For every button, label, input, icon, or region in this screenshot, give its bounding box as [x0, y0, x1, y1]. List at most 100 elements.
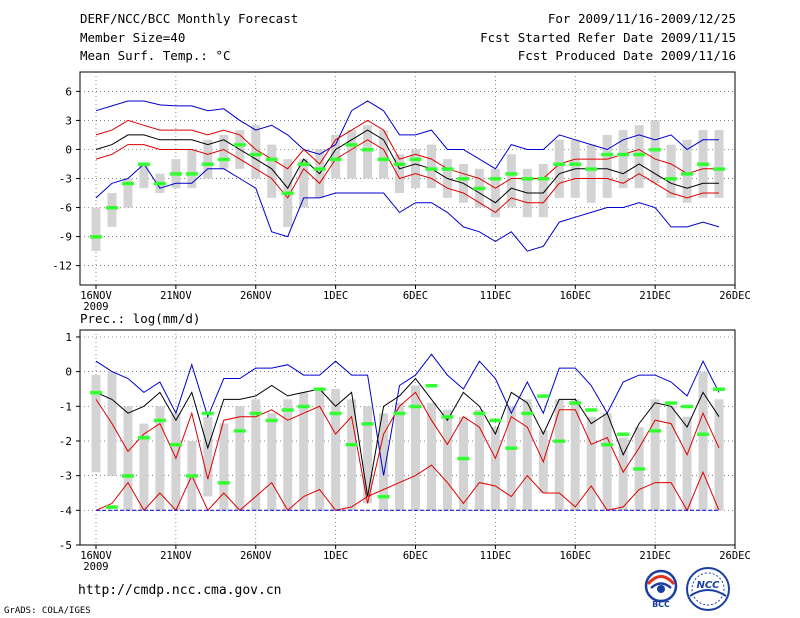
- box-8: [219, 423, 229, 511]
- median-mark-26: [505, 172, 518, 176]
- x-tick-label: 26NOV: [240, 550, 272, 562]
- median-mark-34: [633, 467, 646, 471]
- x-tick-label: 16DEC: [559, 550, 591, 562]
- box-26: [506, 154, 516, 208]
- y-tick-label: -3: [59, 470, 72, 483]
- box-24: [474, 409, 484, 511]
- source-url[interactable]: http://cmdp.ncc.cma.gov.cn: [78, 583, 282, 598]
- median-mark-14: [313, 387, 326, 391]
- box-29: [554, 399, 564, 511]
- forecast-started-date: Fcst Started Refer Date 2009/11/15: [480, 30, 736, 45]
- box-21: [426, 144, 436, 189]
- y-tick-label: -4: [59, 504, 73, 517]
- median-mark-29: [553, 162, 566, 166]
- box-39: [714, 130, 724, 198]
- median-mark-3: [137, 162, 150, 166]
- median-mark-4: [153, 181, 166, 186]
- median-mark-1: [105, 505, 118, 509]
- box-15: [331, 388, 341, 511]
- series-p75-line: [95, 391, 720, 504]
- box-2: [123, 178, 133, 208]
- median-mark-24: [473, 411, 486, 416]
- median-mark-37: [681, 172, 694, 176]
- median-mark-13: [297, 162, 310, 166]
- median-mark-5: [169, 172, 182, 176]
- box-36: [666, 406, 676, 511]
- box-4: [155, 406, 165, 511]
- box-13: [299, 392, 309, 511]
- median-mark-5: [169, 442, 182, 447]
- ncc-logo: NCC: [686, 567, 730, 611]
- x-tick-label: 26NOV: [240, 290, 272, 302]
- box-21: [426, 402, 436, 511]
- median-mark-12: [281, 408, 294, 412]
- median-mark-11: [265, 157, 278, 162]
- median-mark-18: [377, 494, 390, 499]
- x-tick-label: 21NOV: [160, 550, 192, 562]
- box-13: [299, 159, 309, 208]
- temperature-panel: 6 3 0 -3 -6 -9 -12 16NOV 21NOV 26NOV 1DEC 6DEC 11DEC…: [52, 71, 751, 313]
- x-tick-label: 6DEC: [403, 550, 428, 562]
- series-min-line: [95, 163, 720, 252]
- forecast-produced-date: Fcst Produced Date 2009/11/16: [517, 48, 736, 63]
- box-15: [331, 134, 341, 179]
- median-mark-38: [697, 162, 710, 166]
- box-16: [347, 399, 357, 511]
- box-27: [522, 399, 532, 511]
- chart-title: DERF/NCC/BCC Monthly Forecast: [80, 11, 299, 26]
- box-8: [219, 134, 229, 169]
- median-mark-32: [601, 152, 614, 157]
- median-mark-2: [121, 181, 134, 186]
- y-tick-label: -3: [59, 173, 72, 186]
- box-39: [714, 399, 724, 511]
- median-mark-19: [393, 411, 406, 416]
- x-tick-label: 6DEC: [403, 290, 428, 302]
- y-tick-label: 6: [65, 85, 72, 98]
- median-mark-20: [409, 157, 422, 162]
- box-31: [586, 144, 596, 203]
- box-19: [395, 402, 405, 511]
- series-max-line: [95, 100, 719, 170]
- box-3: [139, 163, 149, 189]
- box-30: [570, 399, 580, 511]
- median-mark-9: [233, 143, 246, 147]
- median-mark-31: [585, 167, 598, 171]
- median-mark-28: [537, 394, 550, 398]
- x-tick-label: 21NOV: [160, 290, 192, 302]
- median-mark-15: [329, 411, 342, 416]
- y-tick-label: -12: [52, 260, 72, 273]
- box-14: [315, 388, 325, 511]
- box-25: [490, 168, 500, 218]
- plot-frame: [79, 329, 736, 546]
- median-mark-0: [90, 390, 102, 395]
- median-mark-22: [441, 167, 454, 171]
- median-mark-4: [153, 418, 166, 423]
- median-mark-8: [217, 157, 230, 162]
- y-tick-label: 0: [65, 366, 72, 379]
- box-19: [395, 154, 405, 194]
- median-mark-30: [569, 162, 582, 166]
- median-mark-39: [713, 167, 726, 171]
- box-7: [203, 139, 213, 179]
- median-mark-17: [361, 147, 374, 152]
- series-mean-line: [95, 129, 719, 204]
- box-10: [251, 399, 261, 511]
- forecast-period: For 2009/11/16-2009/12/25: [547, 11, 736, 26]
- box-0: [91, 375, 101, 473]
- box-31: [586, 416, 596, 511]
- x-tick-label: 11DEC: [480, 290, 512, 302]
- box-26: [506, 406, 516, 511]
- median-mark-36: [665, 401, 678, 405]
- y-tick-label: -6: [59, 202, 72, 215]
- median-mark-31: [585, 408, 598, 412]
- median-mark-17: [361, 422, 374, 426]
- x-tick-label: 1DEC: [323, 290, 348, 302]
- y-tick-label: -5: [59, 539, 72, 552]
- median-mark-13: [297, 404, 310, 409]
- series-max-line: [95, 353, 720, 476]
- median-mark-38: [697, 432, 710, 437]
- median-mark-18: [377, 157, 390, 162]
- median-mark-2: [121, 474, 134, 478]
- median-mark-0: [90, 235, 102, 239]
- series-mean-line: [95, 377, 720, 497]
